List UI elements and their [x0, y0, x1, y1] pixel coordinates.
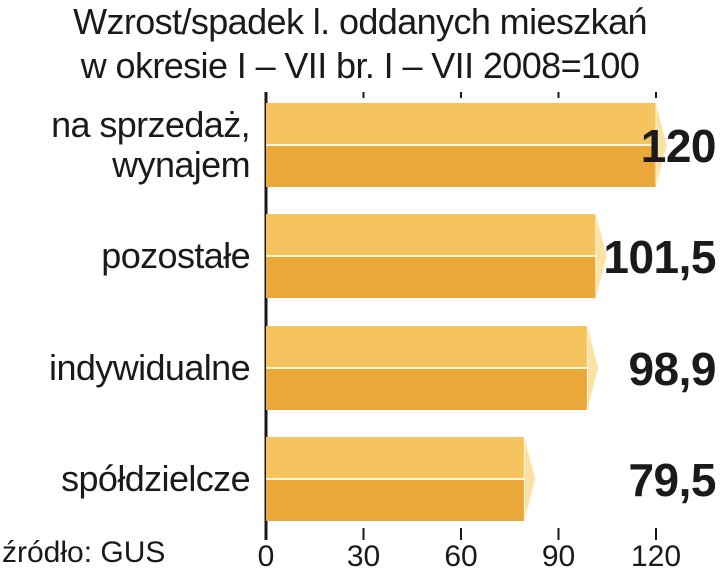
bar-0-lower [266, 145, 656, 187]
value-label-3: 79,5 [628, 454, 716, 506]
bar-2-upper [266, 326, 588, 368]
category-label-2-0: indywidualne [49, 347, 250, 388]
x-tick-label-30: 30 [347, 540, 380, 573]
bar-1-lower [266, 256, 596, 298]
x-tick-label-120: 120 [631, 540, 681, 573]
chart-title-line-1: Wzrost/spadek l. oddanych mieszkań [73, 1, 647, 42]
bar-3-lower [266, 479, 525, 521]
x-tick-label-90: 90 [542, 540, 575, 573]
chart-title: Wzrost/spadek l. oddanych mieszkań w okr… [0, 0, 720, 88]
bar-3-tip [523, 436, 536, 522]
bar-1-tip [595, 213, 608, 299]
category-label-1-0: pozostałe [101, 235, 250, 276]
chart-title-line-2: w okresie I – VII br. I – VII 2008=100 [80, 45, 640, 86]
x-tick-label-0: 0 [258, 540, 275, 573]
category-label-3-0: spółdzielcze [61, 458, 250, 499]
bar-0-tip [655, 102, 668, 188]
source-note: źródło: GUS [2, 536, 166, 569]
category-label-0-1: wynajem [111, 144, 250, 185]
bar-2-lower [266, 368, 588, 410]
x-tick-label-60: 60 [444, 540, 477, 573]
bar-0-upper [266, 103, 656, 145]
bar-2-tip [586, 325, 599, 411]
category-label-0-0: na sprzedaż, [51, 104, 250, 145]
value-label-1: 101,5 [603, 231, 716, 283]
bar-1-upper [266, 214, 596, 256]
value-label-2: 98,9 [628, 343, 716, 395]
value-label-0: 120 [641, 120, 716, 172]
bar-3-upper [266, 437, 525, 479]
